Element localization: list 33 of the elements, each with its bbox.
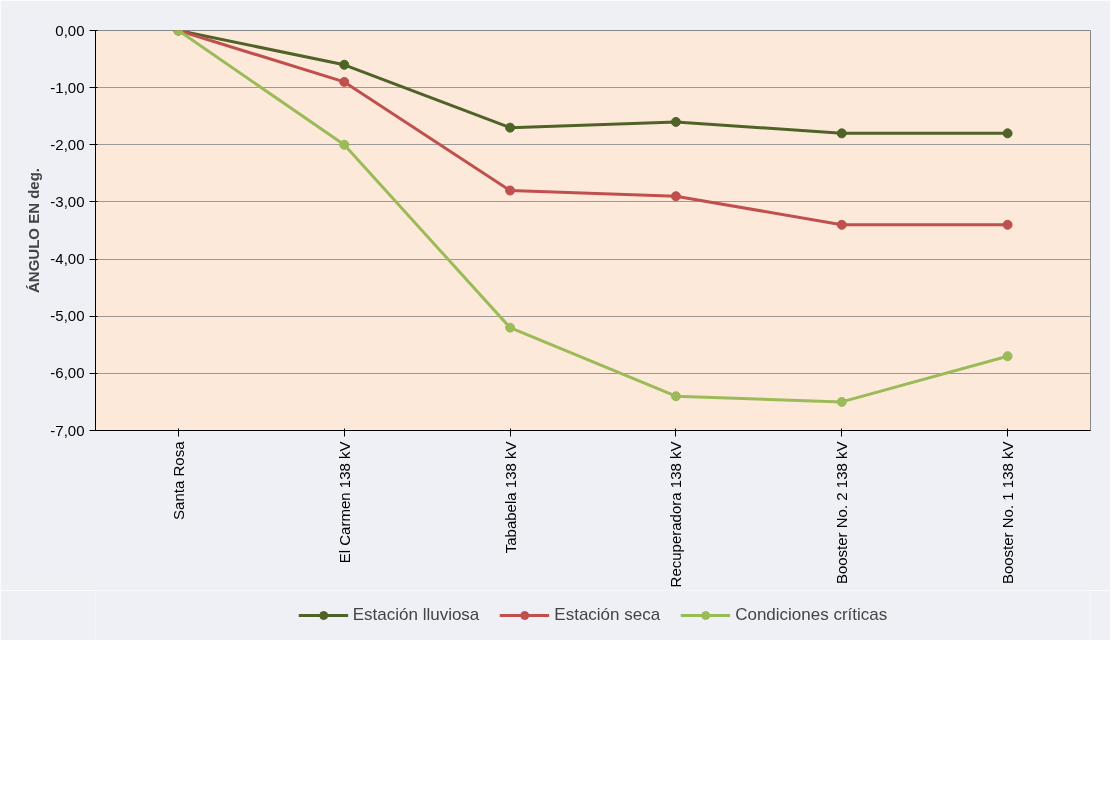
y-tick-label: -4,00	[50, 250, 85, 268]
y-tick-label: -3,00	[50, 192, 85, 210]
point	[505, 185, 516, 196]
point	[1002, 351, 1013, 362]
point	[836, 396, 847, 407]
y-tick-label: -5,00	[50, 307, 85, 325]
legend-label: Condiciones críticas	[735, 605, 888, 625]
y-tick-label: -1,00	[50, 78, 85, 96]
point	[836, 128, 847, 139]
point	[1002, 219, 1013, 230]
point	[670, 391, 681, 402]
point	[836, 219, 847, 230]
y-tick-label: -7,00	[50, 421, 85, 439]
y-tick-label: 0,00	[55, 21, 85, 39]
point	[670, 191, 681, 202]
point	[339, 59, 350, 70]
x-tick-label: El Carmen 138 kV	[335, 441, 353, 564]
x-tick-label: Booster No. 1 138 kV	[999, 441, 1017, 585]
point	[339, 139, 350, 150]
y-tick-label: -2,00	[50, 135, 85, 153]
y-tick-label: -6,00	[50, 364, 85, 382]
x-tick-label: Booster No. 2 138 kV	[833, 441, 851, 585]
point	[505, 322, 516, 333]
point	[339, 76, 350, 87]
point	[670, 116, 681, 127]
x-tick-label: Tababela 138 kV	[501, 441, 519, 554]
point	[505, 122, 516, 133]
legend-label: Estación seca	[554, 605, 661, 625]
x-tick-label: Santa Rosa	[169, 440, 187, 520]
legend-label: Estación lluviosa	[352, 605, 480, 625]
x-tick-label: Recuperadora 138 kV	[667, 441, 685, 588]
point	[1002, 128, 1013, 139]
y-axis-title: ÁNGULO EN deg.	[25, 167, 43, 293]
